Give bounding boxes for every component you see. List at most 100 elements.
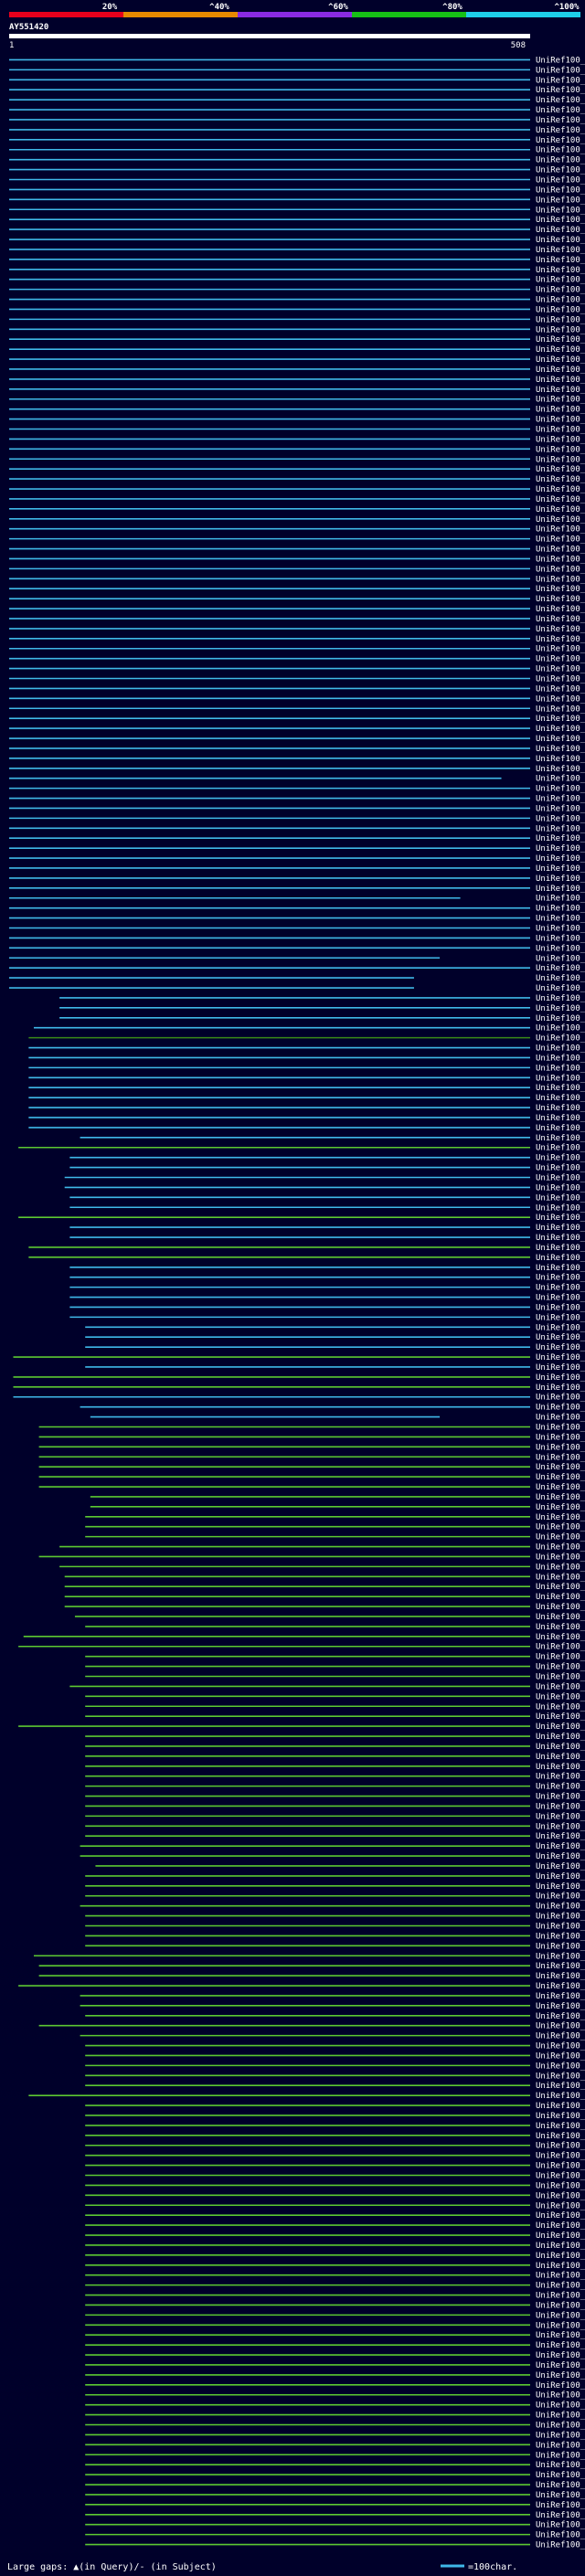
hit-label[interactable]: UniRef100_A5TIP8 [536,2541,585,2550]
hit-label[interactable]: UniRef100_B4V846 [536,1663,585,1672]
hit-label[interactable]: UniRef100_Q84Q17 [536,485,585,494]
hit-label[interactable]: UniRef100_A7QYB1 [536,974,585,983]
hit-label[interactable]: UniRef100_C5KWL3 [536,1404,585,1413]
hit-label[interactable]: UniRef100_A6EDN4 [536,1174,585,1183]
hit-label[interactable]: UniRef100_C1TWT2 [536,1903,585,1912]
hit-label[interactable]: UniRef100_C5KBD1 [536,1483,585,1492]
hit-label[interactable]: UniRef100_C3D1N1 [536,2461,585,2470]
hit-label[interactable]: UniRef100_Q9XGQ0 [536,944,585,953]
hit-label[interactable]: UniRef100_Q8HTZ4 [536,1074,585,1083]
hit-label[interactable]: UniRef100_Q93WI6 [536,964,585,973]
hit-label[interactable]: UniRef100_Q94GE6 [536,166,585,175]
hit-label[interactable]: UniRef100_B3EG56 [536,1673,585,1682]
hit-label[interactable]: UniRef100_C8PR42 [536,2412,585,2421]
hit-label[interactable]: UniRef100_Q93Y49 [536,994,585,1003]
hit-label[interactable]: UniRef100_B7BPV5 [536,2282,585,2291]
hit-label[interactable]: UniRef100_B9RFI3 [536,635,585,644]
hit-label[interactable]: UniRef100_Q94GD5 [536,755,585,764]
hit-label[interactable]: UniRef100_C1I4B3 [536,2012,585,2021]
hit-label[interactable]: UniRef100_A5B5R6 [536,675,585,684]
hit-label[interactable]: UniRef100_Q43798 [536,186,585,195]
hit-label[interactable]: UniRef100_A4RSS8 [536,1323,585,1332]
hit-label[interactable]: UniRef100_Q0PIG1 [536,2112,585,2121]
hit-label[interactable]: UniRef100_Q4DRS5 [536,1024,585,1034]
hit-label[interactable]: UniRef100_C7RGE2 [536,2331,585,2340]
hit-label[interactable]: UniRef100_B0M9Z6 [536,2032,585,2041]
hit-label[interactable]: UniRef100_Q6ZT19 [536,2132,585,2141]
hit-label[interactable]: UniRef100_C5Z0L2 [536,905,585,914]
hit-label[interactable]: UniRef100_Q8L5B2 [536,276,585,285]
hit-label[interactable]: UniRef100_A4I6P8 [536,1054,585,1063]
hit-label[interactable]: UniRef100_C0BFU9 [536,1692,585,1701]
hit-label[interactable]: UniRef100_B6DXD7 [536,236,585,245]
hit-label[interactable]: UniRef100_C4G773 [536,2191,585,2200]
hit-label[interactable]: UniRef100_C5LNW7 [536,1394,585,1403]
hit-label[interactable]: UniRef100_C0FDR6 [536,1862,585,1871]
hit-label[interactable]: UniRef100_A9C8Z2 [536,1193,585,1203]
hit-label[interactable]: UniRef100_UP1000... [536,2511,585,2520]
hit-label[interactable]: UniRef100_A7PRS9 [536,645,585,654]
hit-label[interactable]: UniRef100_B4S9A5 [536,1733,585,1742]
hit-label[interactable]: UniRef100_C4IDY6 [536,2051,585,2061]
hit-label[interactable]: UniRef100_A5ZSP2 [536,1563,585,1572]
hit-label[interactable]: UniRef100_Q43801 [536,256,585,265]
hit-label[interactable]: UniRef100_P31414 [536,76,585,85]
hit-label[interactable]: UniRef100_Q23IA2 [536,1034,585,1044]
hit-label[interactable]: UniRef100_C6BXQ8 [536,1353,585,1362]
hit-label[interactable]: UniRef100_Q94CP2 [536,795,585,804]
hit-label[interactable]: UniRef100_A1E9B0 [536,396,585,405]
hit-label[interactable]: UniRef100_Q04QQ6 [536,1303,585,1312]
hit-label[interactable]: UniRef100_A9BW19 [536,1164,585,1173]
hit-label[interactable]: UniRef100_A7QQN6 [536,954,585,963]
hit-label[interactable]: UniRef100_C3J6X6 [536,2262,585,2271]
hit-label[interactable]: UniRef100_A9X9N3 [536,765,585,774]
hit-label[interactable]: UniRef100_C5KWT7 [536,1493,585,1502]
hit-label[interactable]: UniRef100_A4SE64 [536,1832,585,1841]
hit-label[interactable]: UniRef100_C1E6E4 [536,1244,585,1253]
hit-label[interactable]: UniRef100_Q8TJA9 [536,1923,585,1932]
hit-label[interactable]: UniRef100_Q41758 [536,515,585,525]
hit-label[interactable]: UniRef100_A7M9K6 [536,2292,585,2301]
hit-label[interactable]: UniRef100_B5IDF4 [536,1583,585,1592]
hit-label[interactable]: UniRef100_A2G6N0 [536,2221,585,2231]
hit-label[interactable]: UniRef100_A7QTN1 [536,216,585,225]
hit-label[interactable]: UniRef100_A7QQB9 [536,156,585,165]
hit-label[interactable]: UniRef100_A4RQL7 [536,1214,585,1223]
hit-label[interactable]: UniRef100_Q0WN11 [536,56,585,65]
hit-label[interactable]: UniRef100_Q8PYZ8 [536,2082,585,2091]
hit-label[interactable]: UniRef100_Q408E1 [536,1044,585,1054]
hit-label[interactable]: UniRef100_Q9M4S1 [536,655,585,664]
hit-label[interactable]: UniRef100_C6EK87 [536,1942,585,1951]
hit-label[interactable]: UniRef100_Q01BU3 [536,1333,585,1342]
hit-label[interactable]: UniRef100_C1MR82 [536,1254,585,1263]
hit-label[interactable]: UniRef100_Q43797 [536,355,585,365]
hit-label[interactable]: UniRef100_C6KKN4 [536,345,585,355]
hit-label[interactable]: UniRef100_Q84L25 [536,206,585,215]
hit-label[interactable]: UniRef100_C0QRW0 [536,2062,585,2071]
hit-label[interactable]: UniRef100_Q75U53 [536,725,585,734]
hit-label[interactable]: UniRef100_B8FXX7 [536,2351,585,2360]
hit-label[interactable]: UniRef100_B6U0E0 [536,864,585,874]
hit-label[interactable]: UniRef100_C5YJS6 [536,834,585,843]
hit-label[interactable]: UniRef100_A2YFJ3 [536,605,585,614]
hit-label[interactable]: UniRef100_Q4W437 [536,505,585,514]
hit-label[interactable]: UniRef100_Q04ZM0 [536,1294,585,1303]
hit-label[interactable]: UniRef100_C1MXB6 [536,1224,585,1233]
hit-label[interactable]: UniRef100_Q7X9F4 [536,694,585,704]
hit-label[interactable]: UniRef100_C0PJ15 [536,854,585,864]
hit-label[interactable]: UniRef100_C1ZVU4 [536,2002,585,2011]
hit-label[interactable]: UniRef100_Q2S4D3 [536,2152,585,2161]
hit-label[interactable]: UniRef100_A6Q8L9 [536,1852,585,1861]
hit-label[interactable]: UniRef100_Q6Z8N3 [536,875,585,884]
hit-label[interactable]: UniRef100_Q8A4C3 [536,1972,585,1981]
hit-label[interactable]: UniRef100_Q4TUS2 [536,895,585,904]
hit-label[interactable]: UniRef100_B6KM90 [536,1383,585,1393]
hit-label[interactable]: UniRef100_Q40409 [536,136,585,145]
hit-label[interactable]: UniRef100_Q5ND F0 [536,1064,585,1073]
hit-label[interactable]: UniRef100_Q4STQ1 [536,1453,585,1462]
hit-label[interactable]: UniRef100_C3R6D7 [536,2471,585,2480]
hit-label[interactable]: UniRef100_B8CYF6 [536,1533,585,1542]
hit-label[interactable]: UniRef100_B3L9U7 [536,1473,585,1482]
hit-label[interactable]: UniRef100_A2WPG7 [536,824,585,833]
hit-label[interactable]: UniRef100_A1ZEZ2 [536,2142,585,2151]
